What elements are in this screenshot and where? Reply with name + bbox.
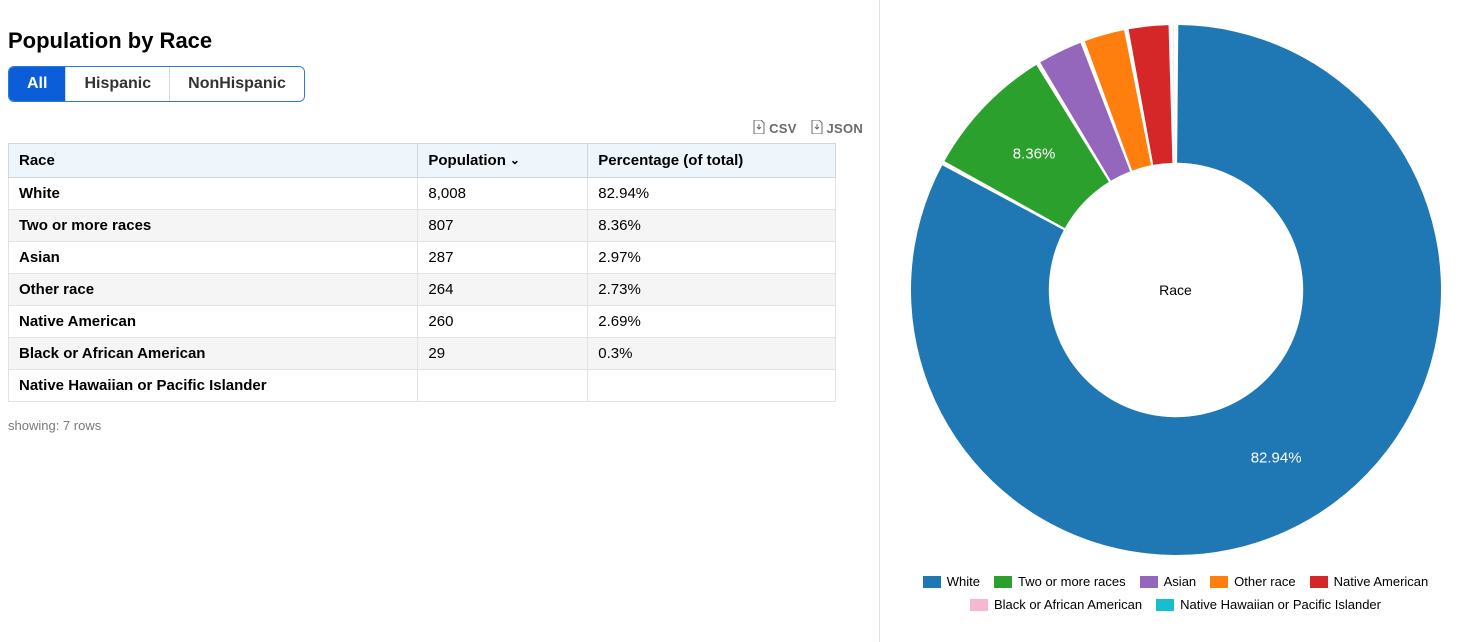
legend-swatch — [1310, 576, 1328, 588]
ethnicity-tabs: AllHispanicNonHispanic — [8, 66, 305, 102]
cell-population: 260 — [418, 306, 588, 338]
legend-swatch — [970, 599, 988, 611]
cell-percentage: 8.36% — [588, 210, 836, 242]
legend-swatch — [1210, 576, 1228, 588]
cell-race: Native American — [9, 306, 418, 338]
cell-percentage: 82.94% — [588, 178, 836, 210]
cell-population: 807 — [418, 210, 588, 242]
cell-population: 8,008 — [418, 178, 588, 210]
table-row: Native American2602.69% — [9, 306, 836, 338]
left-panel: Population by Race AllHispanicNonHispani… — [0, 0, 880, 642]
legend-item[interactable]: Asian — [1140, 574, 1197, 589]
donut-slice-label: 8.36% — [1012, 146, 1055, 163]
donut-slice[interactable] — [1173, 25, 1175, 163]
table-row: Black or African American290.3% — [9, 338, 836, 370]
export-json-link[interactable]: JSON — [811, 120, 863, 137]
col-header-percentage[interactable]: Percentage (of total) — [588, 144, 836, 178]
cell-population: 264 — [418, 274, 588, 306]
donut-center-label: Race — [1159, 282, 1192, 298]
cell-percentage: 2.73% — [588, 274, 836, 306]
sort-indicator-icon: ⌄ — [510, 153, 520, 167]
cell-population — [418, 370, 588, 402]
legend-label: Native Hawaiian or Pacific Islander — [1180, 597, 1381, 612]
tab-nonhispanic[interactable]: NonHispanic — [170, 67, 304, 101]
legend-label: Native American — [1334, 574, 1429, 589]
table-row: Other race2642.73% — [9, 274, 836, 306]
table-row: Native Hawaiian or Pacific Islander — [9, 370, 836, 402]
legend-swatch — [1140, 576, 1158, 588]
cell-percentage — [588, 370, 836, 402]
table-row: Asian2872.97% — [9, 242, 836, 274]
download-icon — [753, 120, 765, 137]
legend-item[interactable]: Native Hawaiian or Pacific Islander — [1156, 597, 1381, 612]
export-row: CSV JSON — [8, 116, 871, 141]
right-panel: 82.94% 8.36% Race White Two or more races A… — [880, 0, 1471, 642]
export-csv-link[interactable]: CSV — [753, 120, 797, 137]
legend-label: Two or more races — [1018, 574, 1126, 589]
cell-percentage: 2.69% — [588, 306, 836, 338]
tab-hispanic[interactable]: Hispanic — [66, 67, 170, 101]
cell-race: Black or African American — [9, 338, 418, 370]
donut-chart: 82.94% 8.36% Race — [896, 10, 1456, 570]
cell-percentage: 0.3% — [588, 338, 836, 370]
cell-race: White — [9, 178, 418, 210]
cell-population: 287 — [418, 242, 588, 274]
legend-swatch — [994, 576, 1012, 588]
legend-item[interactable]: Native American — [1310, 574, 1429, 589]
population-table: RacePopulation⌄Percentage (of total) Whi… — [8, 143, 836, 402]
cell-race: Asian — [9, 242, 418, 274]
cell-race: Native Hawaiian or Pacific Islander — [9, 370, 418, 402]
legend-swatch — [1156, 599, 1174, 611]
cell-race: Two or more races — [9, 210, 418, 242]
donut-slice-label: 82.94% — [1250, 450, 1301, 467]
table-row: Two or more races8078.36% — [9, 210, 836, 242]
legend-label: Black or African American — [994, 597, 1142, 612]
table-row: White8,00882.94% — [9, 178, 836, 210]
legend-item[interactable]: Black or African American — [970, 597, 1142, 612]
download-icon — [811, 120, 823, 137]
legend-item[interactable]: White — [923, 574, 980, 589]
legend-swatch — [923, 576, 941, 588]
col-header-population[interactable]: Population⌄ — [418, 144, 588, 178]
legend-label: Other race — [1234, 574, 1295, 589]
export-csv-label: CSV — [769, 121, 797, 136]
chart-legend: White Two or more races Asian Other race Nat… — [906, 574, 1446, 612]
export-json-label: JSON — [827, 121, 863, 136]
col-header-race[interactable]: Race — [9, 144, 418, 178]
legend-item[interactable]: Other race — [1210, 574, 1295, 589]
legend-label: Asian — [1164, 574, 1197, 589]
cell-percentage: 2.97% — [588, 242, 836, 274]
rowcount-label: showing: 7 rows — [8, 418, 871, 433]
cell-race: Other race — [9, 274, 418, 306]
legend-label: White — [947, 574, 980, 589]
cell-population: 29 — [418, 338, 588, 370]
legend-item[interactable]: Two or more races — [994, 574, 1126, 589]
tab-all[interactable]: All — [9, 67, 66, 101]
page-title: Population by Race — [8, 28, 871, 54]
